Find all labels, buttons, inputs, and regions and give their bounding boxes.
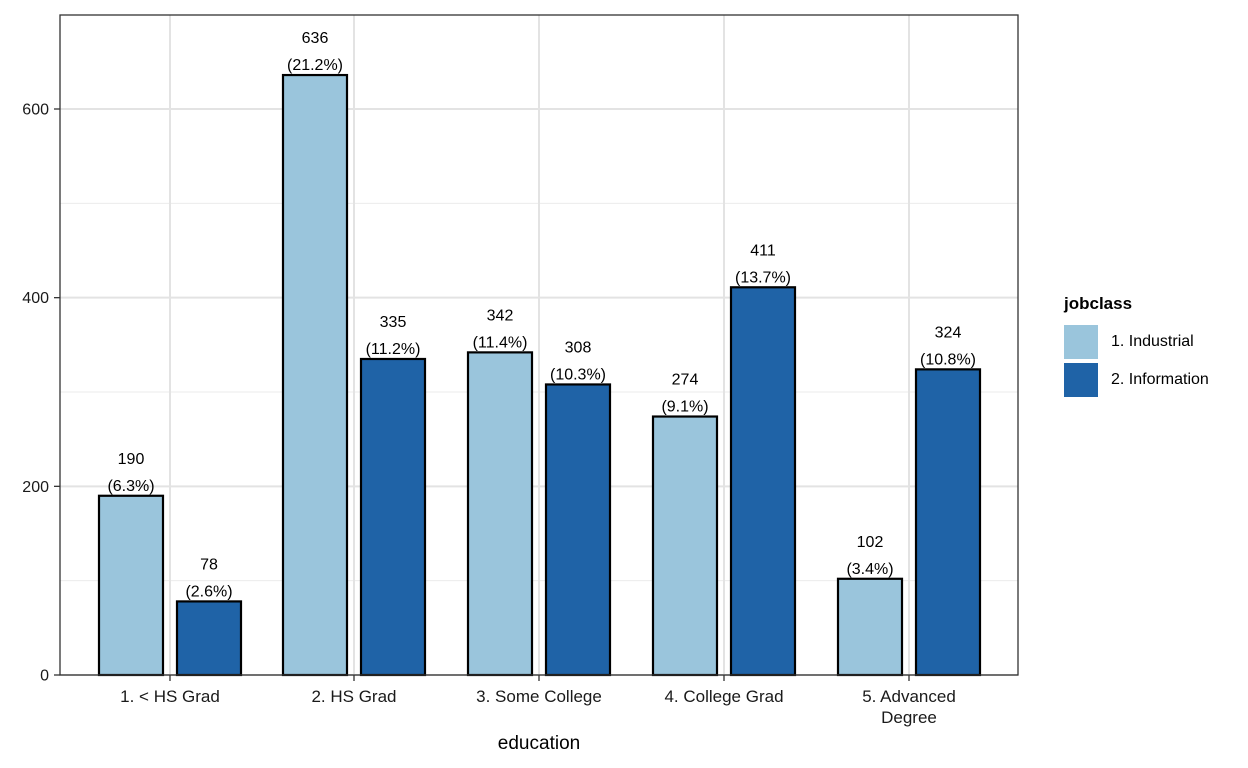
x-axis-title: education: [498, 733, 580, 754]
bar-percent-label: (13.7%): [735, 269, 791, 286]
y-tick-label: 400: [22, 290, 49, 307]
bar-percent-label: (2.6%): [185, 583, 232, 600]
bar-percent-label: (6.3%): [107, 478, 154, 495]
data-labels: 190 (6.3%) 636 (21.2%) 342 (11.4%) 274 (9.1%) 10…: [107, 30, 976, 600]
bar-value-label: 102: [857, 534, 884, 551]
bar-percent-label: (9.1%): [661, 399, 708, 416]
bar-value-label: 342: [487, 307, 514, 324]
legend-label-industrial: 1. Industrial: [1111, 333, 1194, 350]
legend-swatch-information: [1064, 363, 1098, 397]
y-tick-label: 0: [40, 668, 49, 685]
grid: [60, 15, 1018, 676]
bar-value-label: 78: [200, 556, 218, 573]
y-tick-label: 600: [22, 102, 49, 119]
legend-item-industrial: 1. Industrial: [1064, 323, 1209, 361]
bar: [914, 368, 982, 677]
x-tick-label: 1. < HS Grad: [120, 687, 220, 706]
x-tick-label: Degree: [881, 708, 937, 727]
bar-percent-label: (10.8%): [920, 351, 976, 368]
bar: [359, 357, 427, 677]
bar-value-label: 190: [118, 451, 145, 468]
legend-item-information: 2. Information: [1064, 361, 1209, 399]
bars: [97, 73, 982, 677]
bar-percent-label: (3.4%): [846, 561, 893, 578]
legend-title: jobclass: [1064, 294, 1133, 313]
x-tick-label: 2. HS Grad: [311, 687, 396, 706]
bar-value-label: 324: [935, 324, 962, 341]
bar-value-label: 274: [672, 372, 699, 389]
axes: 0 200 400 600 1. < HS Grad 2. HS Grad 3. Some …: [22, 102, 955, 728]
bar: [466, 351, 534, 677]
x-tick-label: 5. Advanced: [862, 687, 956, 706]
bar-percent-label: (11.4%): [473, 334, 528, 351]
x-tick-label: 3. Some College: [476, 687, 602, 706]
bar: [97, 494, 165, 677]
x-tick-label: 4. College Grad: [664, 687, 783, 706]
bar: [175, 600, 243, 677]
y-tick-label: 200: [22, 479, 49, 496]
bar-value-label: 335: [380, 314, 407, 331]
bar-percent-label: (11.2%): [366, 341, 421, 358]
legend-label-information: 2. Information: [1111, 371, 1209, 388]
legend: jobclass 1. Industrial 2. Information: [1064, 294, 1209, 399]
bar: [729, 286, 797, 677]
bar-value-label: 636: [302, 30, 329, 47]
bar-percent-label: (21.2%): [287, 57, 343, 74]
legend-swatch-industrial: [1064, 325, 1098, 359]
bar-percent-label: (10.3%): [550, 366, 606, 383]
bar-value-label: 411: [750, 242, 776, 259]
bar: [651, 415, 719, 677]
bar: [281, 73, 349, 677]
bar: [836, 577, 904, 677]
bar-value-label: 308: [565, 339, 592, 356]
bar: [544, 383, 612, 677]
